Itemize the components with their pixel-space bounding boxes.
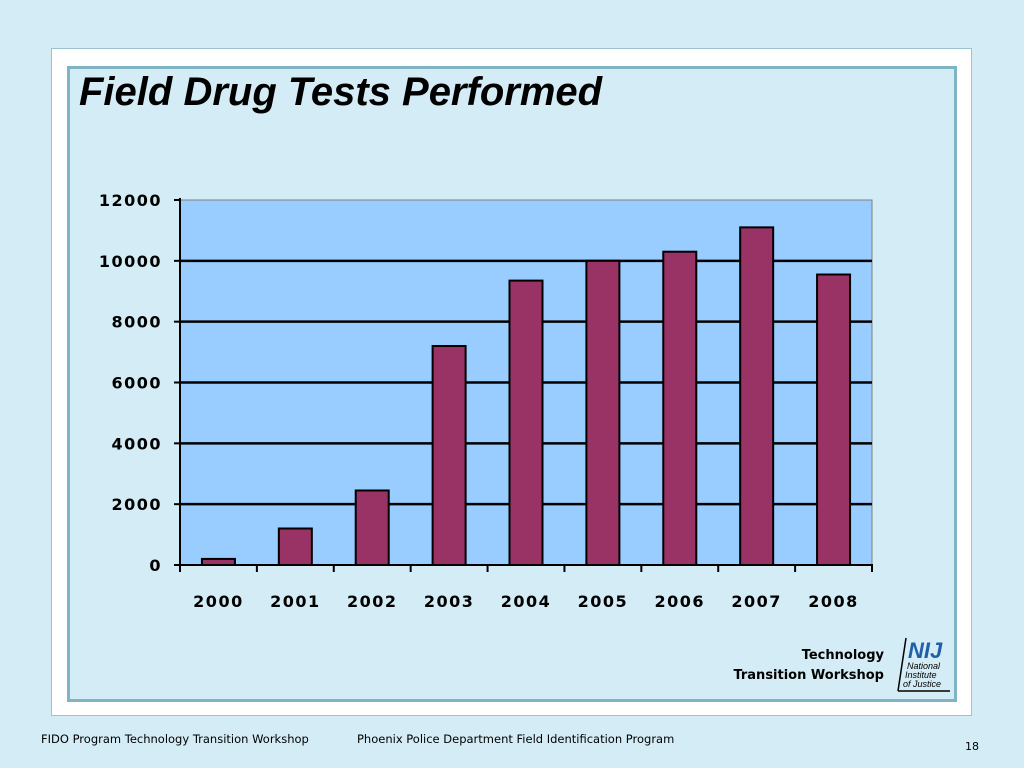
x-tick-label-2007: 2007 — [731, 592, 782, 611]
footer-left-text: FIDO Program Technology Transition Works… — [41, 732, 309, 746]
bar-2005 — [585, 259, 621, 566]
bar-2007 — [739, 226, 775, 566]
y-tick-label-2000: 2000 — [111, 495, 162, 514]
nij-logo-sub-3: of Justice — [903, 679, 941, 689]
bar-2001 — [277, 527, 313, 566]
y-tick-label-10000: 10000 — [99, 252, 162, 271]
footer-center-text: Phoenix Police Department Field Identifi… — [357, 732, 675, 746]
bar-2003 — [431, 345, 467, 566]
nij-logo-sub-1: National — [907, 661, 941, 671]
y-tick-label-8000: 8000 — [111, 313, 162, 332]
x-tick-label-2005: 2005 — [578, 592, 629, 611]
page-number: 18 — [965, 740, 979, 753]
nij-logo-brand: NIJ — [908, 638, 943, 663]
y-tick-label-6000: 6000 — [111, 374, 162, 393]
logo-text-transition-workshop: Transition Workshop — [733, 668, 884, 683]
bar-2006 — [662, 250, 698, 566]
nij-logo-icon: NIJ National Institute of Justice — [897, 637, 950, 692]
y-tick-label-12000: 12000 — [99, 191, 162, 210]
bar-2002 — [354, 489, 390, 566]
nij-logo-sub-2: Institute — [905, 670, 937, 680]
x-tick-label-2002: 2002 — [347, 592, 398, 611]
x-tick-label-2000: 2000 — [193, 592, 244, 611]
x-tick-label-2003: 2003 — [424, 592, 475, 611]
x-tick-label-2008: 2008 — [808, 592, 859, 611]
x-tick-label-2006: 2006 — [655, 592, 706, 611]
logo-text-technology: Technology — [801, 648, 884, 663]
y-tick-label-0: 0 — [149, 556, 162, 575]
y-tick-label-4000: 4000 — [111, 434, 162, 453]
x-tick-label-2001: 2001 — [270, 592, 321, 611]
bar-2004 — [508, 279, 544, 566]
slide-title: Field Drug Tests Performed — [79, 70, 603, 114]
x-tick-label-2004: 2004 — [501, 592, 552, 611]
bar-2008 — [816, 273, 852, 566]
